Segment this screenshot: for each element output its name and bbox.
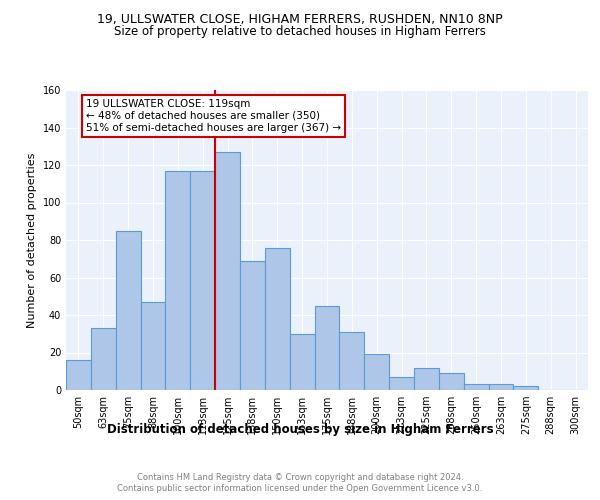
Bar	[91, 328, 116, 390]
Bar	[389, 377, 414, 390]
Bar	[340, 332, 364, 390]
Y-axis label: Number of detached properties: Number of detached properties	[27, 152, 37, 328]
Text: Distribution of detached houses by size in Higham Ferrers: Distribution of detached houses by size …	[107, 422, 493, 436]
Bar	[265, 248, 290, 390]
Bar	[166, 170, 190, 390]
Bar	[240, 260, 265, 390]
Text: Contains public sector information licensed under the Open Government Licence v3: Contains public sector information licen…	[118, 484, 482, 493]
Bar	[464, 384, 488, 390]
Bar	[488, 384, 514, 390]
Bar	[116, 230, 140, 390]
Bar	[215, 152, 240, 390]
Bar	[514, 386, 538, 390]
Bar	[439, 373, 464, 390]
Text: Size of property relative to detached houses in Higham Ferrers: Size of property relative to detached ho…	[114, 25, 486, 38]
Text: 19, ULLSWATER CLOSE, HIGHAM FERRERS, RUSHDEN, NN10 8NP: 19, ULLSWATER CLOSE, HIGHAM FERRERS, RUS…	[97, 12, 503, 26]
Bar	[190, 170, 215, 390]
Bar	[140, 302, 166, 390]
Bar	[290, 334, 314, 390]
Bar	[66, 360, 91, 390]
Bar	[314, 306, 340, 390]
Text: Contains HM Land Registry data © Crown copyright and database right 2024.: Contains HM Land Registry data © Crown c…	[137, 472, 463, 482]
Bar	[414, 368, 439, 390]
Bar	[364, 354, 389, 390]
Text: 19 ULLSWATER CLOSE: 119sqm
← 48% of detached houses are smaller (350)
51% of sem: 19 ULLSWATER CLOSE: 119sqm ← 48% of deta…	[86, 100, 341, 132]
